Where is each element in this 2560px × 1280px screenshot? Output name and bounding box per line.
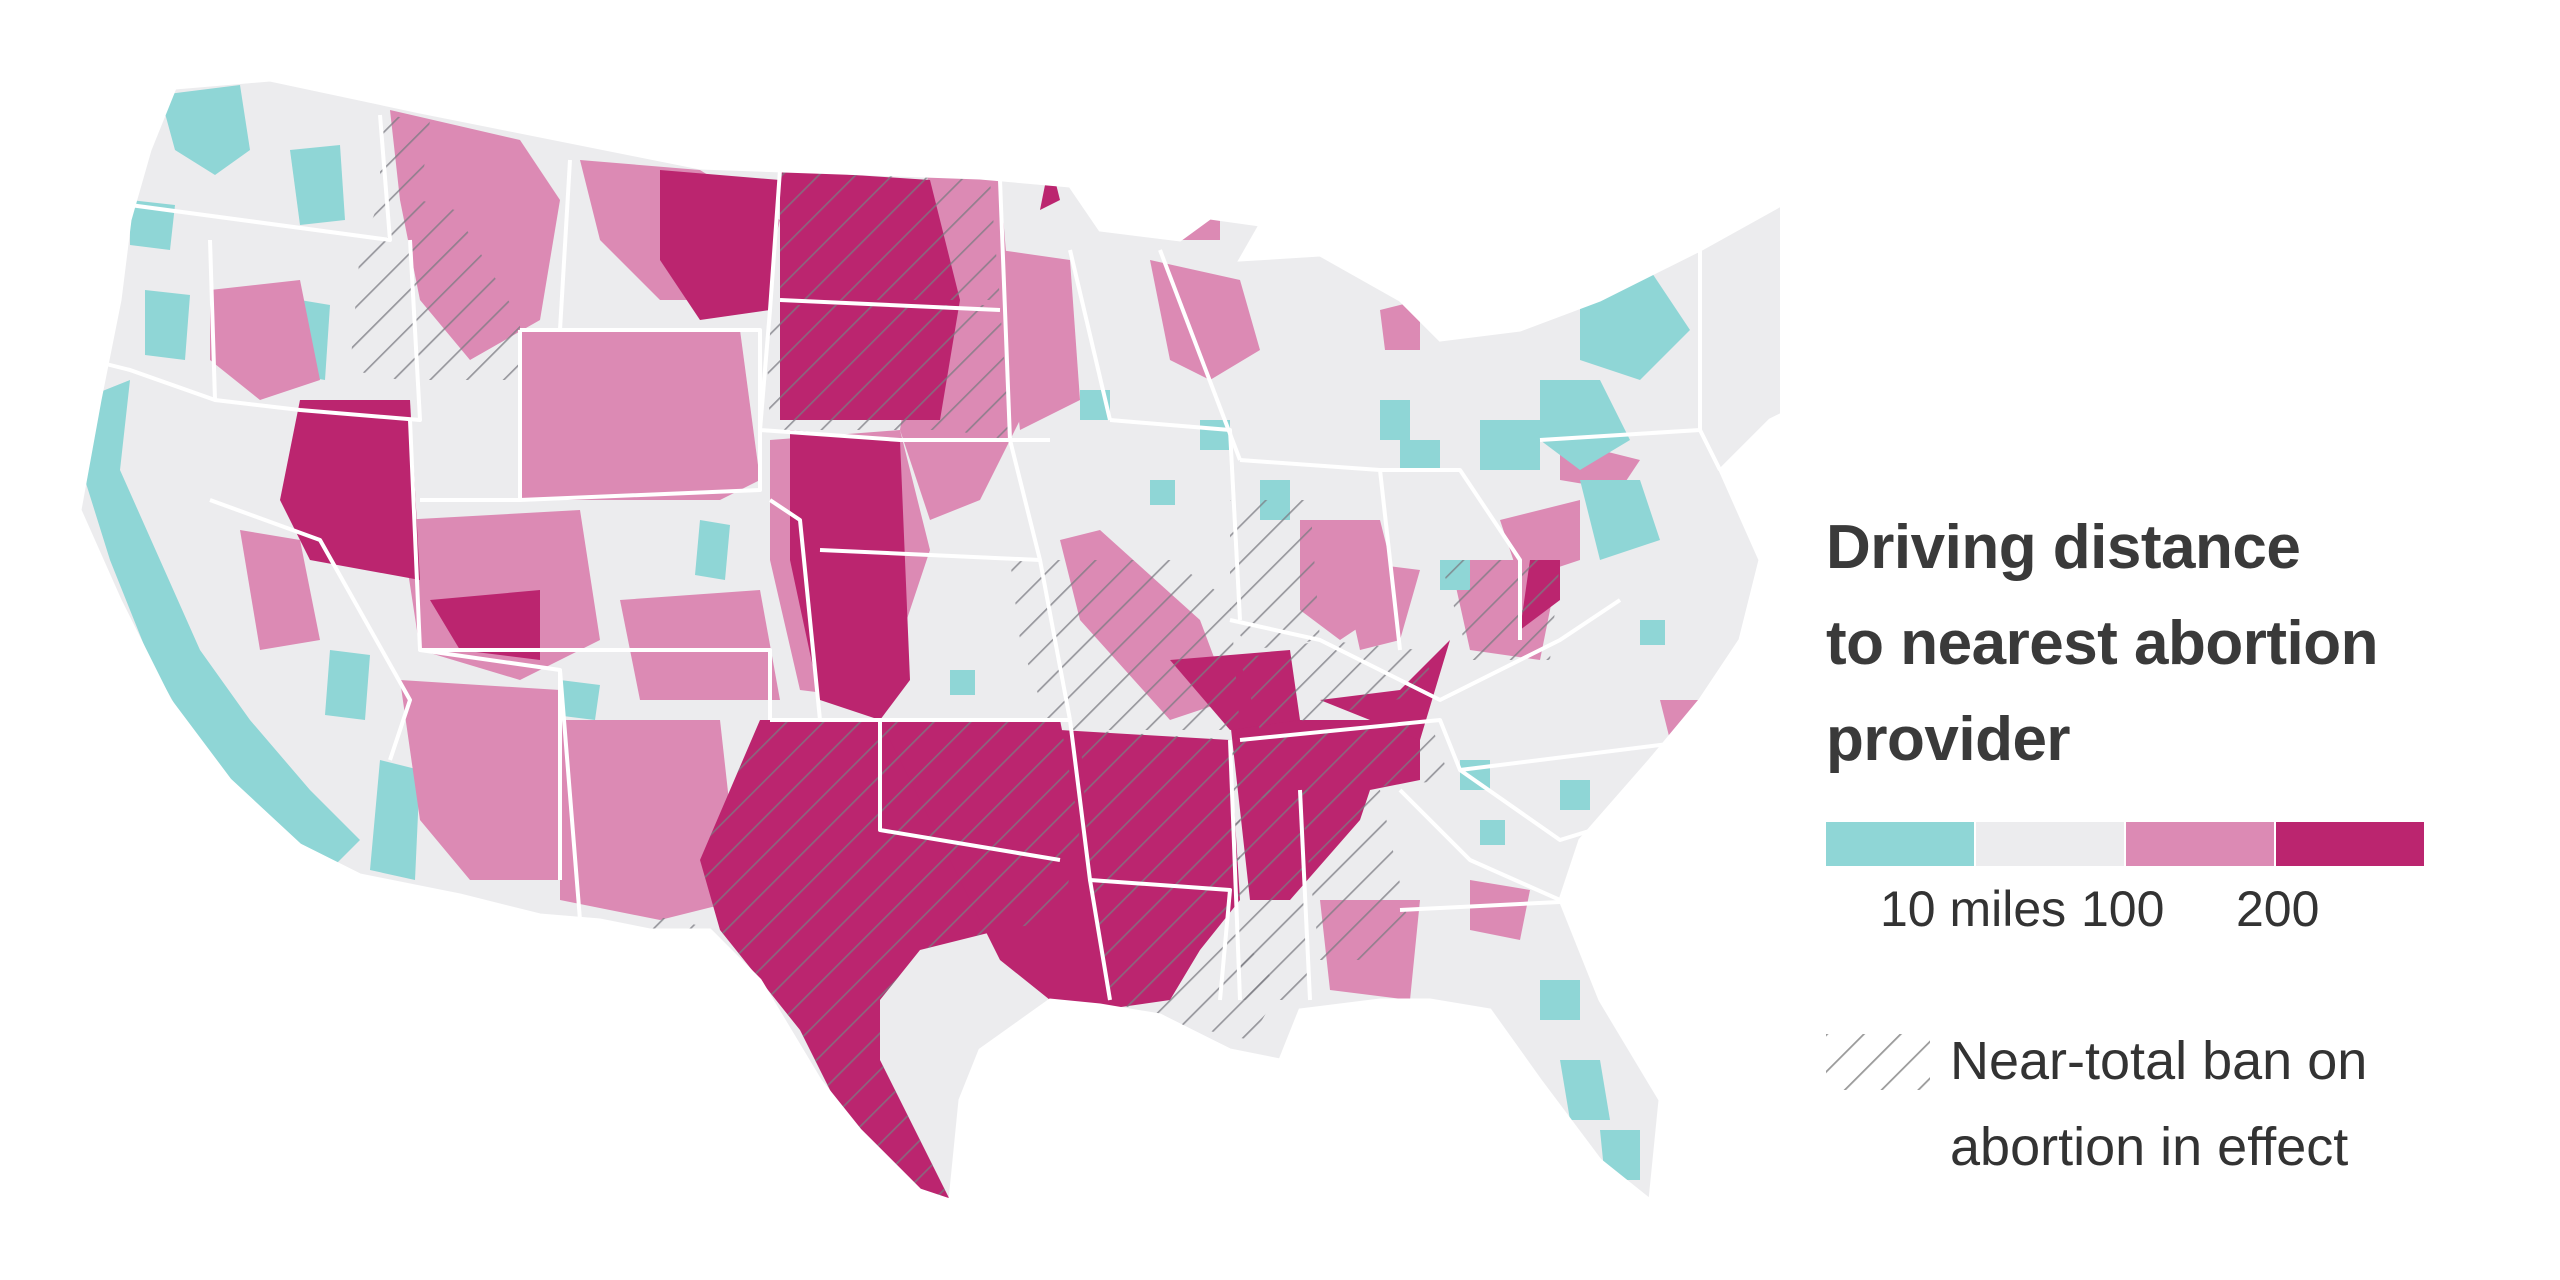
us-map-panel — [78, 78, 1780, 1203]
scale-labels: 10 miles 100 200 — [1826, 880, 2466, 950]
scale-segment-far — [2126, 822, 2274, 866]
ban-label-line-2: abortion in effect — [1950, 1117, 2349, 1177]
us-counties-map — [78, 78, 1780, 1203]
scale-label-10-miles: 10 miles — [1880, 881, 2067, 937]
ban-hatching — [350, 115, 1560, 1200]
map-land — [80, 80, 1780, 1200]
ban-label-line-1: Near-total ban on — [1950, 1031, 2368, 1091]
legend-title: Driving distance to nearest abortion pro… — [1826, 500, 2466, 788]
legend-title-line-3: provider — [1826, 705, 2071, 774]
legend-title-line-2: to nearest abortion — [1826, 609, 2379, 678]
scale-label-200: 200 — [2236, 881, 2320, 937]
us-outline — [78, 78, 1780, 1203]
ban-legend-label: Near-total ban on abortion in effect — [1950, 1018, 2367, 1190]
distance-color-scale — [1826, 822, 2426, 866]
ban-legend-item: Near-total ban on abortion in effect — [1826, 1022, 2466, 1182]
scale-segment-nearest — [1826, 822, 1974, 866]
legend: Driving distance to nearest abortion pro… — [1826, 500, 2466, 1182]
legend-title-line-1: Driving distance — [1826, 513, 2301, 582]
scale-segment-farthest — [2276, 822, 2424, 866]
hatch-swatch-icon — [1826, 1034, 1930, 1090]
scale-segment-near — [1976, 822, 2124, 866]
scale-label-100: 100 — [2081, 881, 2165, 937]
